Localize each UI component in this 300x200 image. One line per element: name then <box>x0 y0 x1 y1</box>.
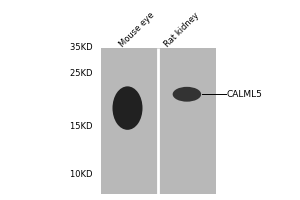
Text: 35KD: 35KD <box>70 43 94 52</box>
Text: 25KD: 25KD <box>70 69 94 78</box>
Bar <box>100 48 158 194</box>
Text: 15KD: 15KD <box>70 122 94 131</box>
Text: Rat kidney: Rat kidney <box>163 11 201 49</box>
Ellipse shape <box>112 86 142 130</box>
Text: CALML5: CALML5 <box>226 90 262 99</box>
Ellipse shape <box>173 87 201 102</box>
Text: Mouse eye: Mouse eye <box>118 10 157 49</box>
Text: 10KD: 10KD <box>70 170 94 179</box>
Bar <box>158 48 216 194</box>
